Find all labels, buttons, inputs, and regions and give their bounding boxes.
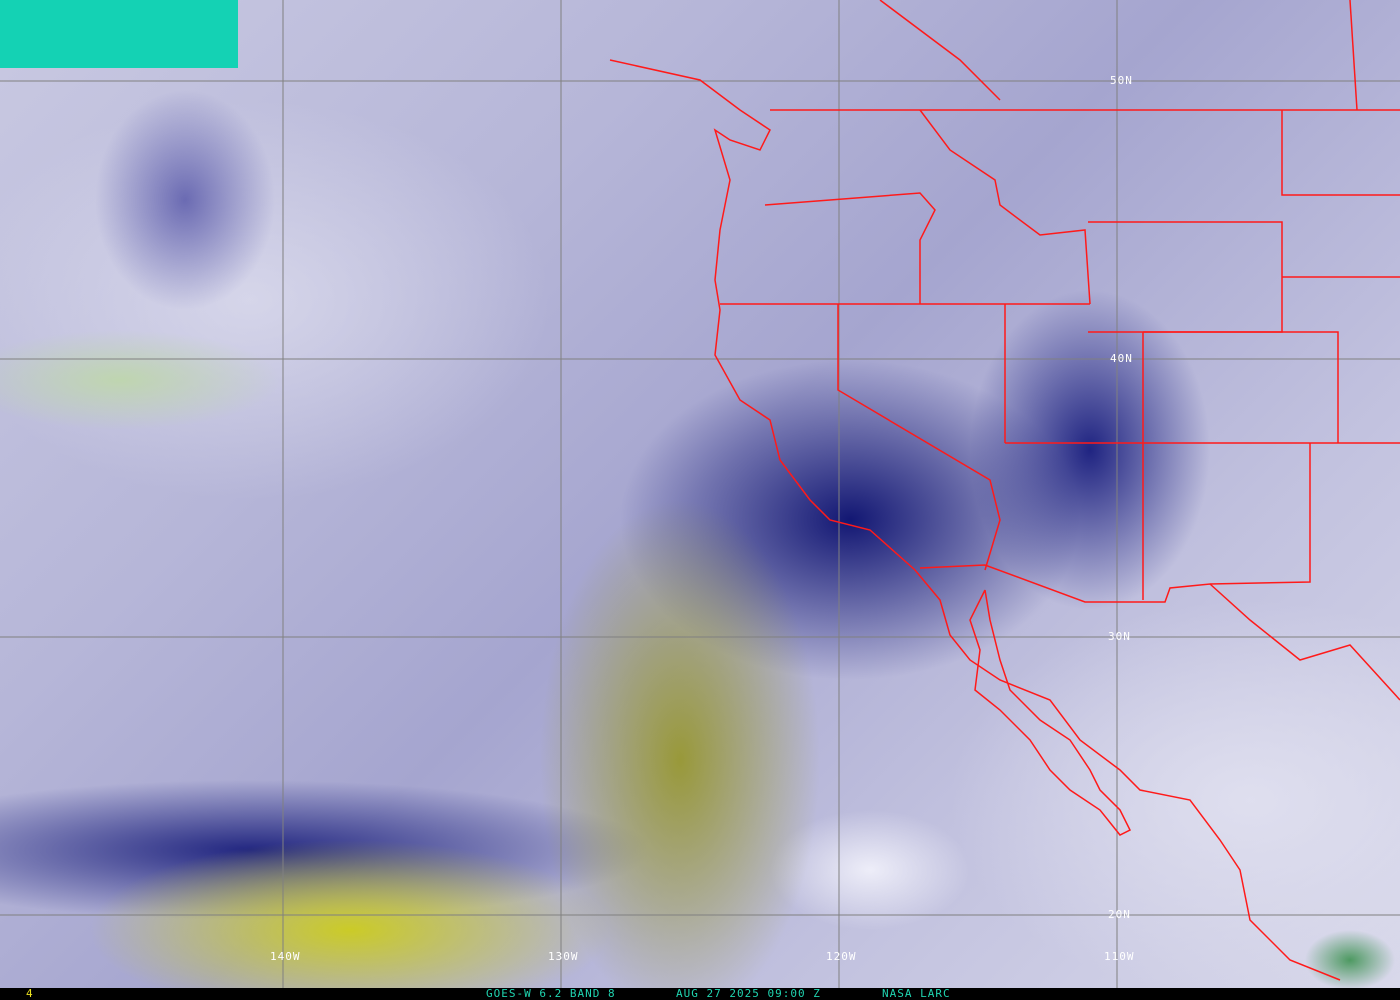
canada-province-border [1349,0,1358,111]
alaska-bc-coast [879,0,1001,101]
frame-number: 4 [26,987,34,1000]
political-boundaries [609,0,1400,981]
us-mexico-border [919,564,1400,701]
washington-oregon-border [764,192,936,304]
lon-label-130w: 130W [548,950,579,963]
product-label: GOES-W 6.2 BAND 8 [486,987,616,1000]
lat-label-20n: 20N [1108,908,1131,921]
ca-nv-border [837,304,1001,571]
coastline-west [609,59,1341,981]
lat-label-40n: 40N [1110,352,1133,365]
timestamp-label: AUG 27 2025 09:00 Z [676,987,821,1000]
baja-peninsula [969,589,1132,836]
lon-label-120w: 120W [826,950,857,963]
corner-block [0,0,238,68]
montana-border [1281,110,1400,196]
idaho-border [919,109,1091,305]
colorado-border [1143,331,1339,443]
lat-label-50n: 50N [1110,74,1133,87]
lat-label-30n: 30N [1108,630,1131,643]
nm-texas-border [1209,443,1311,585]
lon-label-140w: 140W [270,950,301,963]
source-label: NASA LARC [882,987,951,1000]
lon-label-110w: 110W [1104,950,1135,963]
status-bar: 4 GOES-W 6.2 BAND 8 AUG 27 2025 09:00 Z … [0,987,1400,1000]
